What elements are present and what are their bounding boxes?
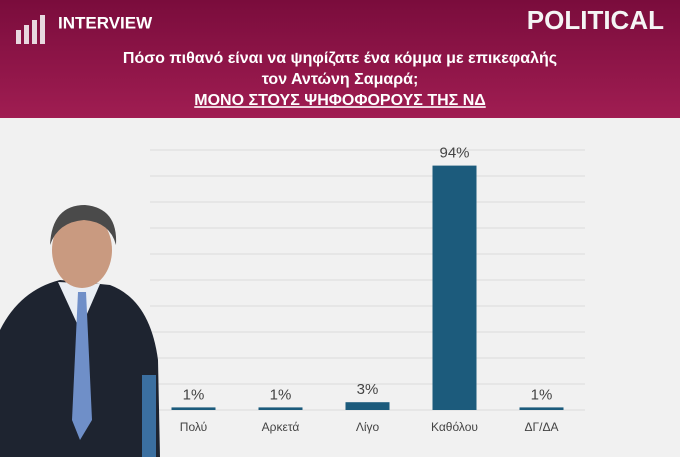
bar	[258, 407, 303, 410]
x-tick-label: ΔΓ/ΔΑ	[525, 420, 559, 434]
chart-subtitle: ΜΟΝΟ ΣΤΟΥΣ ΨΗΦΟΦΟΡΟΥΣ ΤΗΣ ΝΔ	[194, 92, 486, 109]
bar	[345, 402, 390, 410]
section-name: POLITICAL	[527, 5, 664, 35]
x-tick-label: Καθόλου	[431, 420, 478, 434]
x-tick-label: Λίγο	[356, 420, 380, 434]
header	[0, 0, 680, 118]
data-label: 1%	[270, 386, 292, 403]
bar	[171, 407, 216, 410]
portrait	[0, 205, 160, 457]
logo-icon	[16, 15, 45, 44]
data-label: 3%	[357, 381, 379, 398]
bar	[519, 407, 564, 410]
x-tick-label: Αρκετά	[262, 420, 300, 434]
brand-name: INTERVIEW	[58, 13, 153, 32]
bar	[432, 165, 477, 410]
data-label: 1%	[183, 386, 205, 403]
data-label: 94%	[439, 145, 469, 162]
chart-title: Πόσο πιθανό είναι να ψηφίζατε ένα κόμμα …	[123, 50, 557, 67]
x-tick-label: Πολύ	[180, 420, 207, 434]
data-label: 1%	[531, 386, 553, 403]
chart-title: τον Αντώνη Σαμαρά;	[262, 71, 419, 88]
